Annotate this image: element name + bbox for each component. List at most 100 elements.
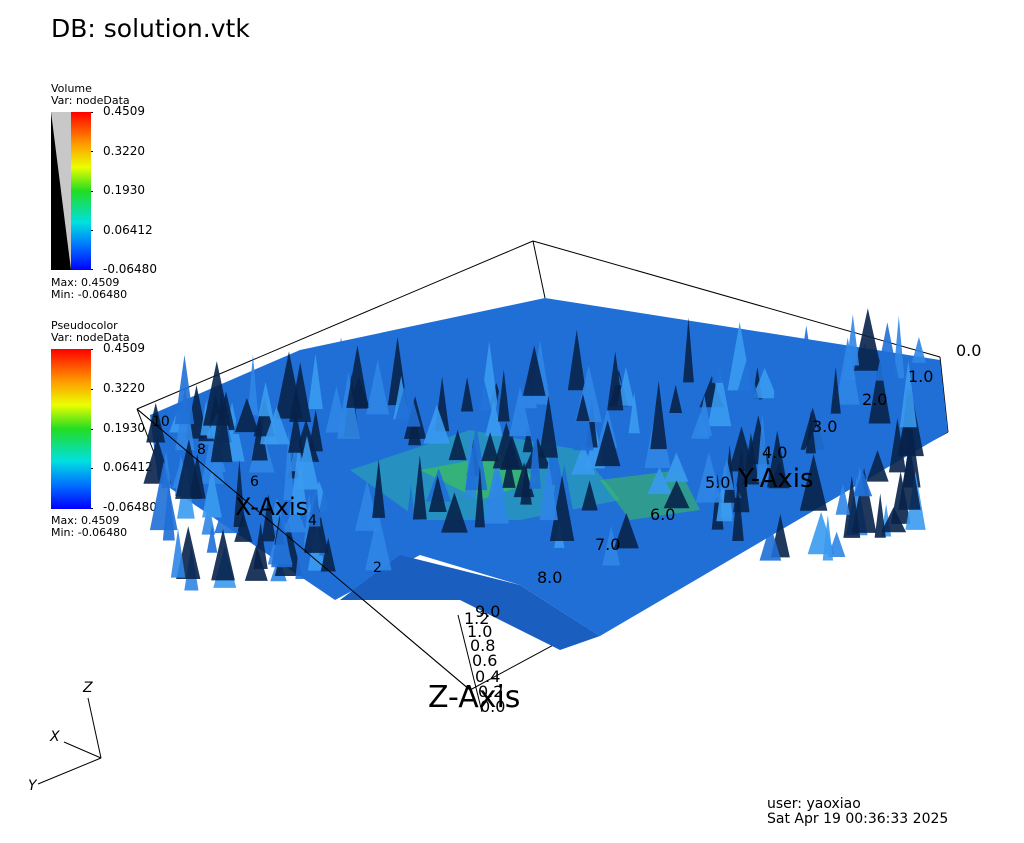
surface-spike bbox=[874, 493, 886, 538]
volume-max-label: Max: 0.4509 bbox=[51, 276, 120, 289]
surface-spike bbox=[393, 378, 421, 427]
timestamp-label: Sat Apr 19 00:36:33 2025 bbox=[767, 811, 949, 827]
pseudocolor-colorbar bbox=[51, 349, 93, 509]
y-axis-title: Y-Axis bbox=[737, 464, 814, 494]
volume-min-label: Min: -0.06480 bbox=[51, 288, 128, 301]
surface-spike bbox=[707, 364, 732, 427]
surface-spike bbox=[481, 432, 499, 462]
x-tick-label: 6 bbox=[250, 474, 259, 490]
surface-spike bbox=[567, 329, 586, 391]
pseudocolor-legend-var: Var: nodeData bbox=[51, 331, 130, 344]
surface-spike bbox=[492, 422, 520, 469]
surface-spike bbox=[522, 345, 546, 396]
z-tick-label: 0.0 bbox=[480, 697, 505, 716]
z-tick-label: 0.6 bbox=[472, 651, 497, 670]
surface-spike bbox=[318, 422, 335, 451]
volume-tick-label: 0.06412 bbox=[103, 223, 153, 237]
surface-spike bbox=[911, 336, 926, 363]
surface-spike bbox=[509, 386, 532, 437]
surface-spike bbox=[875, 322, 900, 381]
surface-spike bbox=[888, 417, 906, 473]
surface-spike bbox=[581, 480, 598, 511]
surface-spike bbox=[835, 483, 850, 515]
database-title: DB: solution.vtk bbox=[51, 14, 250, 43]
surface-spike bbox=[822, 514, 834, 561]
surface-spike bbox=[346, 345, 369, 408]
surface-spike bbox=[647, 467, 672, 495]
volume-colorbar bbox=[51, 112, 93, 270]
volume-tick-label: -0.06480 bbox=[103, 262, 157, 276]
pseudocolor-tick-label: 0.1930 bbox=[103, 421, 145, 435]
surface-spike bbox=[354, 480, 380, 531]
y-tick-label: 1.0 bbox=[908, 367, 933, 386]
x-tick-label: 2 bbox=[373, 560, 382, 576]
surface-spike bbox=[756, 413, 769, 482]
surface-spike bbox=[428, 475, 447, 512]
y-tick-label: 7.0 bbox=[595, 535, 620, 554]
surface-spike bbox=[827, 531, 846, 558]
surface-spike bbox=[185, 385, 208, 439]
volume-legend-type: Volume bbox=[51, 82, 92, 95]
pseudocolor-tick-label: 0.3220 bbox=[103, 381, 145, 395]
y-tick-label: 2.0 bbox=[862, 390, 887, 409]
surface-spike bbox=[539, 460, 558, 521]
surface-spike bbox=[308, 460, 321, 527]
surface-spike bbox=[404, 484, 418, 539]
surface-spike bbox=[247, 354, 259, 416]
surface-spike bbox=[602, 525, 621, 566]
surface-spike bbox=[732, 479, 744, 541]
surface-spike bbox=[258, 381, 274, 417]
z-tick-label: 0.2 bbox=[478, 682, 503, 701]
surface-spike bbox=[851, 467, 877, 533]
surface-spike bbox=[448, 429, 467, 461]
opacity-ramp-triangle bbox=[51, 112, 71, 270]
surface-spike bbox=[549, 475, 575, 542]
surface-spike bbox=[551, 532, 568, 570]
surface-spike bbox=[798, 325, 814, 375]
pseudocolor-legend: Pseudocolor Var: nodeData 0.4509 0.3220 … bbox=[51, 320, 171, 545]
surface-spike bbox=[695, 429, 720, 467]
surface-spike bbox=[202, 468, 222, 518]
surface-spike bbox=[474, 466, 486, 528]
surface-spike bbox=[174, 355, 195, 425]
pseudocolor-max-label: Max: 0.4509 bbox=[51, 514, 120, 527]
z-tick-label: 1.0 bbox=[467, 622, 492, 641]
pseudocolor-min-label: Min: -0.06480 bbox=[51, 526, 128, 539]
surface-spike bbox=[846, 314, 860, 366]
surface-spike bbox=[898, 443, 921, 510]
user-label: user: yaoxiao bbox=[767, 796, 861, 812]
surface-spike bbox=[683, 317, 694, 383]
triad-y-label: Y bbox=[28, 778, 38, 794]
surface-spike bbox=[830, 366, 841, 414]
surface-spike bbox=[716, 464, 733, 522]
surface-spike bbox=[529, 421, 541, 489]
y-tick-label: 3.0 bbox=[812, 417, 837, 436]
triad-x-label: X bbox=[49, 729, 60, 745]
surface-spike bbox=[617, 366, 635, 406]
surface-spike bbox=[539, 395, 559, 458]
surface-spike bbox=[711, 329, 724, 383]
surface-spike bbox=[203, 361, 231, 426]
volume-legend: Volume Var: nodeData 0.4509 0.3220 0.19 bbox=[51, 83, 171, 308]
surface-spike bbox=[206, 525, 218, 553]
pseudocolor-color-ramp bbox=[51, 349, 91, 509]
volume-tick-label: 0.4509 bbox=[103, 104, 145, 118]
surface-spike bbox=[162, 478, 175, 541]
surface-spike bbox=[234, 512, 253, 542]
surface-spike bbox=[650, 380, 667, 450]
surface-spike bbox=[320, 537, 336, 572]
surface-spike bbox=[234, 397, 259, 433]
surface-spike bbox=[146, 402, 166, 443]
surface-spike bbox=[766, 430, 788, 488]
surface-spike bbox=[482, 463, 510, 524]
y-tick-label: 6.0 bbox=[650, 505, 675, 524]
surface-spike bbox=[899, 360, 917, 428]
surface-spike bbox=[308, 409, 323, 452]
orientation-triad bbox=[37, 697, 102, 785]
z-tick-label: 0.8 bbox=[470, 636, 495, 655]
surface-spike bbox=[271, 510, 293, 568]
surface-spike bbox=[734, 357, 760, 400]
z-axis-title: Z-Axis bbox=[428, 680, 520, 715]
y-tick-label: 8.0 bbox=[537, 568, 562, 587]
